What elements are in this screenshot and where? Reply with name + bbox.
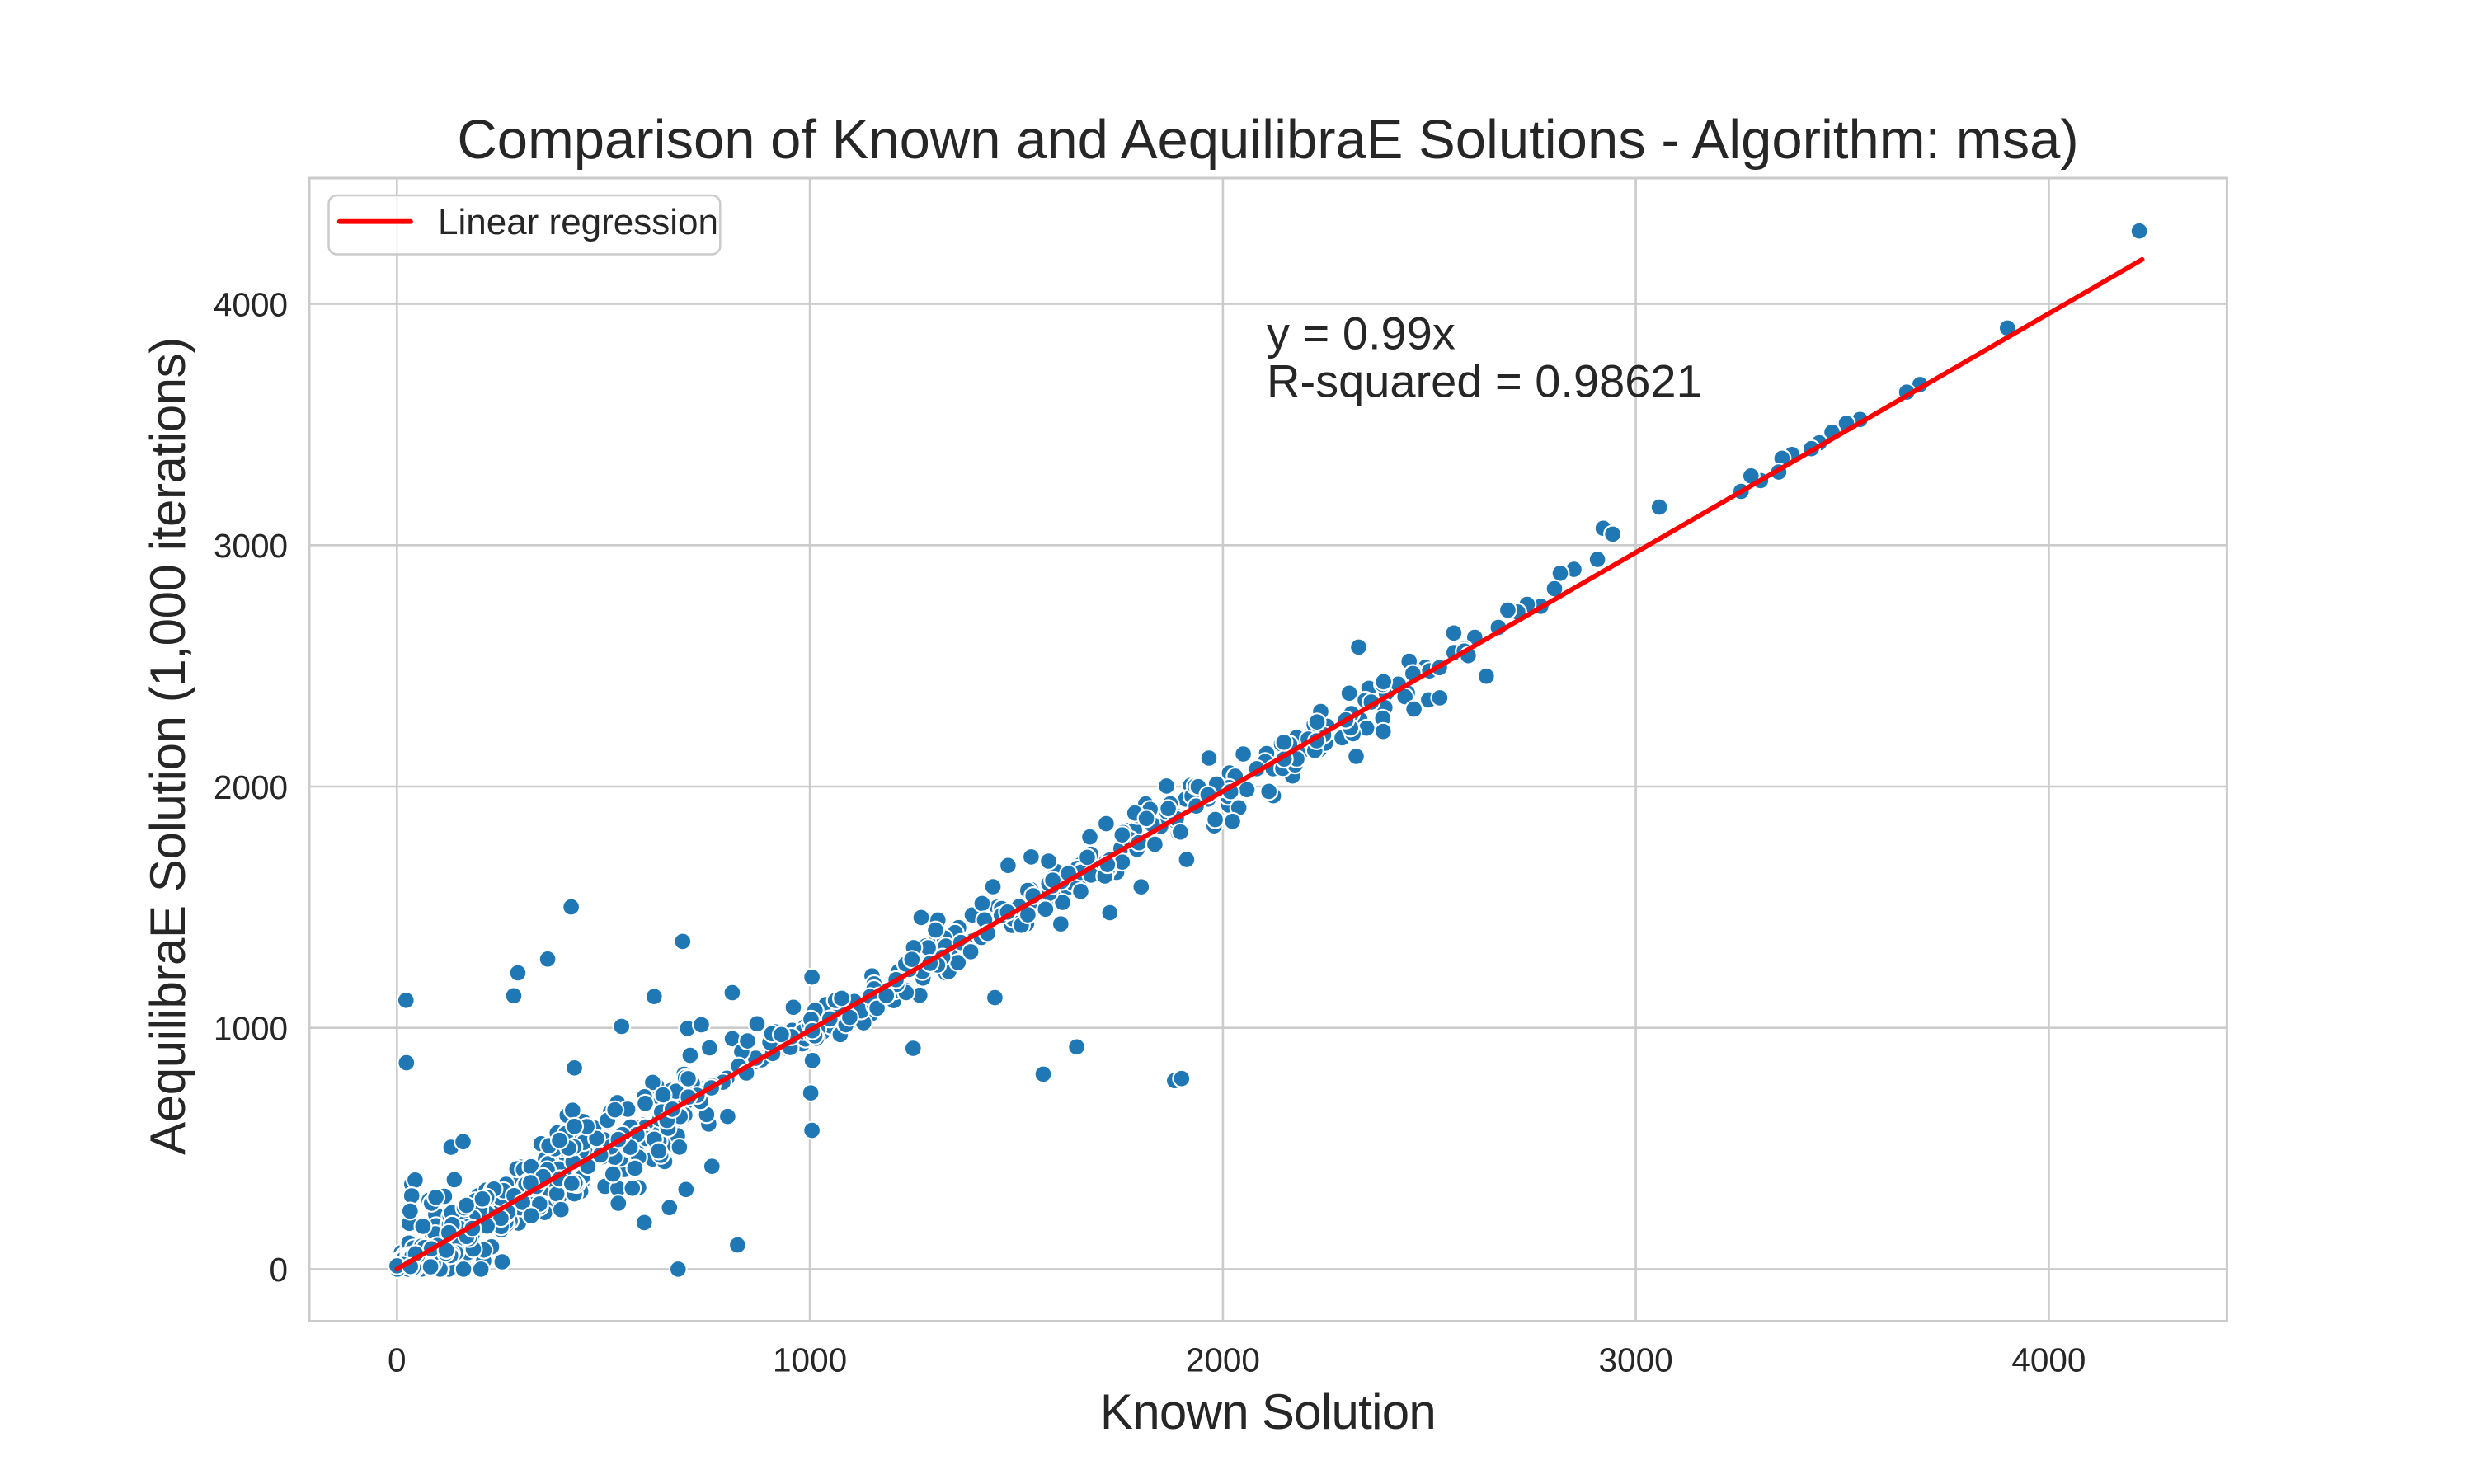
svg-text:2000: 2000 [214, 768, 288, 806]
svg-text:Comparison of Known and Aequil: Comparison of Known and AequilibraE Solu… [457, 109, 2078, 171]
svg-text:1000: 1000 [214, 1010, 288, 1048]
svg-text:1000: 1000 [773, 1341, 847, 1379]
svg-text:R-squared = 0.98621: R-squared = 0.98621 [1267, 355, 1702, 406]
svg-text:4000: 4000 [2011, 1341, 2086, 1379]
svg-text:AequilibraE Solution (1,000 it: AequilibraE Solution (1,000 iterations) [140, 337, 195, 1155]
svg-text:3000: 3000 [214, 527, 288, 565]
svg-text:4000: 4000 [214, 285, 288, 323]
svg-text:3000: 3000 [1599, 1341, 1673, 1379]
svg-text:0: 0 [269, 1251, 288, 1289]
svg-text:2000: 2000 [1186, 1341, 1260, 1379]
svg-text:y = 0.99x: y = 0.99x [1267, 307, 1456, 359]
svg-text:0: 0 [388, 1341, 407, 1379]
svg-text:Linear regression: Linear regression [438, 202, 718, 242]
svg-text:Known Solution: Known Solution [1100, 1384, 1436, 1439]
